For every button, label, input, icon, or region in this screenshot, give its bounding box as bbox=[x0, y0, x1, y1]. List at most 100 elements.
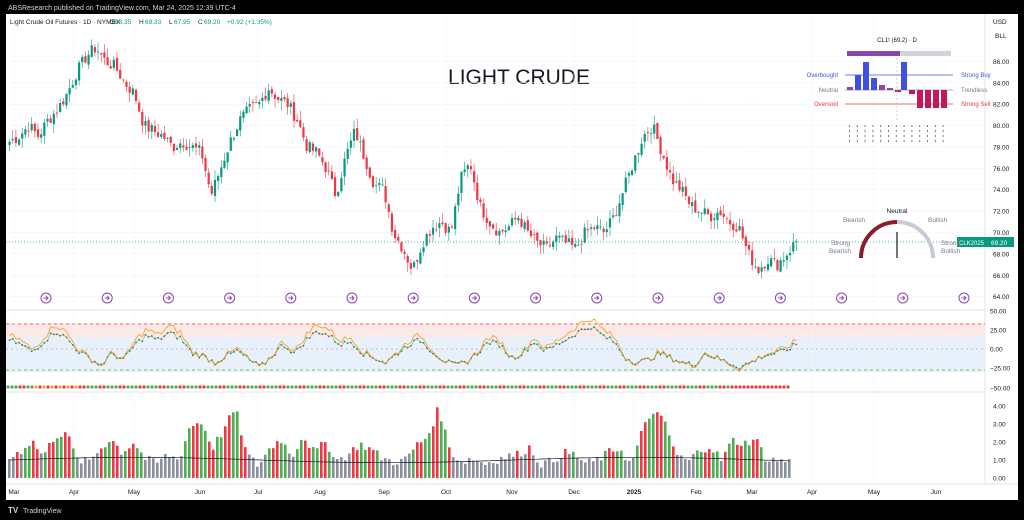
volume-bar bbox=[444, 429, 447, 478]
volume-bar bbox=[592, 461, 595, 478]
volume-bar bbox=[20, 454, 23, 478]
volume-bar bbox=[584, 462, 587, 478]
time-tick: Jul bbox=[254, 489, 263, 496]
ohlc-c-label: C bbox=[198, 19, 203, 26]
widget-label-tick bbox=[942, 125, 944, 127]
signal-dot bbox=[206, 385, 210, 389]
candle-body bbox=[49, 118, 52, 123]
signal-dot bbox=[482, 385, 486, 389]
candle-body bbox=[763, 266, 766, 269]
volume-bar bbox=[324, 442, 327, 478]
candle-body bbox=[337, 191, 340, 197]
signal-dot bbox=[298, 385, 302, 389]
candle-body bbox=[204, 157, 207, 171]
sentiment-gauge: Neutral Bearish Bullish Strong Bearish S… bbox=[829, 208, 961, 259]
price-axis: 86.00 84.00 82.00 80.00 78.00 76.00 74.00 72.00… bbox=[993, 59, 1010, 301]
candle-body bbox=[327, 170, 330, 172]
volume-bar bbox=[372, 450, 375, 478]
volume-bar bbox=[412, 449, 415, 478]
signal-dot bbox=[782, 385, 786, 389]
osc-tick: 25.00 bbox=[990, 328, 1007, 335]
gauge-bearish-arc bbox=[859, 220, 898, 259]
widget-bar bbox=[887, 88, 893, 90]
signal-dot bbox=[758, 385, 762, 389]
signal-dot bbox=[550, 385, 554, 389]
volume-bar bbox=[12, 456, 15, 478]
volume-bar bbox=[636, 445, 639, 478]
candle-body bbox=[498, 230, 501, 236]
volume-bar bbox=[408, 453, 411, 478]
candle-body bbox=[403, 251, 406, 254]
widget-label-tick bbox=[919, 135, 921, 137]
widget-bar bbox=[941, 90, 947, 108]
candlestick-series bbox=[8, 39, 798, 279]
volume-bar bbox=[332, 457, 335, 478]
signal-dot bbox=[470, 385, 474, 389]
candle-body bbox=[390, 213, 394, 232]
signal-dot bbox=[442, 385, 446, 389]
signal-dot bbox=[422, 385, 426, 389]
volume-bar bbox=[172, 456, 175, 478]
candle-body bbox=[419, 252, 422, 264]
signal-dot bbox=[746, 385, 750, 389]
candle-body bbox=[577, 244, 580, 246]
signal-dots bbox=[6, 385, 790, 389]
trendless-label: Trendless bbox=[961, 88, 987, 94]
osc-main-line bbox=[9, 326, 797, 370]
signal-dot bbox=[578, 385, 582, 389]
candle-body bbox=[580, 243, 583, 245]
volume-bar bbox=[624, 460, 627, 478]
candle-body bbox=[147, 120, 150, 132]
widget-bar bbox=[855, 75, 861, 90]
volume-bar bbox=[288, 453, 291, 478]
replay-arrow bbox=[716, 295, 722, 301]
volume-bar bbox=[728, 443, 731, 478]
signal-dot bbox=[186, 385, 190, 389]
signal-dot bbox=[358, 385, 362, 389]
volume-bar bbox=[108, 442, 111, 478]
signal-dot bbox=[618, 385, 622, 389]
candle-body bbox=[254, 102, 258, 104]
widget-label-tick bbox=[895, 130, 897, 132]
replay-arrow bbox=[471, 295, 478, 301]
volume-bar bbox=[328, 451, 331, 478]
signal-dot bbox=[666, 385, 670, 389]
gauge-neutral-label: Neutral bbox=[887, 208, 909, 215]
widget-label-tick bbox=[911, 135, 913, 137]
volume-bar bbox=[568, 453, 571, 478]
volume-bar bbox=[336, 458, 339, 478]
candle-body bbox=[782, 260, 785, 262]
candle-body bbox=[65, 93, 68, 106]
signal-dot bbox=[486, 385, 490, 389]
volume-bar bbox=[308, 447, 311, 478]
candle-body bbox=[305, 139, 308, 152]
replay-marker-icon bbox=[285, 292, 297, 304]
signal-dot bbox=[178, 385, 182, 389]
candle-body bbox=[371, 176, 375, 188]
candle-body bbox=[457, 193, 460, 206]
candle-body bbox=[735, 229, 738, 232]
signal-dot bbox=[278, 385, 282, 389]
candle-body bbox=[672, 173, 675, 185]
signal-dot bbox=[82, 385, 86, 389]
signal-dot bbox=[694, 385, 698, 389]
candle-body bbox=[223, 160, 226, 168]
volume-bar bbox=[760, 447, 763, 478]
candle-body bbox=[479, 199, 482, 202]
signal-dot bbox=[66, 385, 70, 389]
current-symbol: CLK2025 bbox=[959, 241, 985, 247]
signal-dot bbox=[602, 385, 606, 389]
gauge-bearish-label: Bearish bbox=[843, 217, 865, 224]
signal-dot bbox=[446, 385, 450, 389]
replay-marker-icon bbox=[40, 292, 52, 304]
candle-body bbox=[375, 184, 378, 186]
candle-body bbox=[248, 103, 251, 107]
signal-dot bbox=[682, 385, 686, 389]
volume-bar bbox=[676, 454, 679, 478]
candle-body bbox=[384, 186, 387, 203]
candle-body bbox=[122, 79, 125, 81]
signal-dot bbox=[574, 385, 578, 389]
replay-marker-icon bbox=[774, 292, 786, 304]
signal-dot bbox=[202, 385, 206, 389]
volume-bar bbox=[716, 451, 719, 478]
